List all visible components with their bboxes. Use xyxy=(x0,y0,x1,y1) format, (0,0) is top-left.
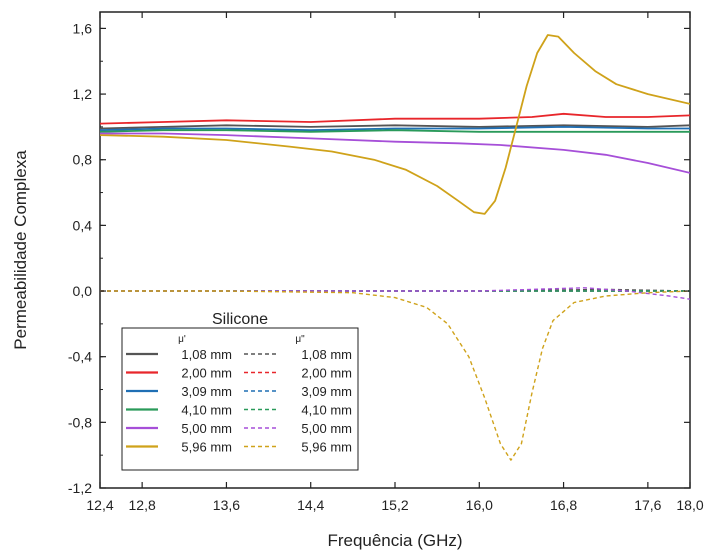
y-tick-label: -0,4 xyxy=(68,349,92,365)
series-layer xyxy=(100,34,690,461)
legend-entry-label: 5,96 mm xyxy=(181,440,232,455)
x-tick-label: 18,0 xyxy=(676,497,703,513)
legend-entry-label: 4,10 mm xyxy=(301,403,352,418)
series-real-4 xyxy=(100,129,690,133)
series-real-6 xyxy=(100,34,690,215)
legend-entry-label: 4,10 mm xyxy=(181,403,232,418)
legend-box xyxy=(121,327,359,471)
legend-entry-label: 5,00 mm xyxy=(181,421,232,436)
x-tick-label: 16,8 xyxy=(550,497,577,513)
x-tick-label: 14,4 xyxy=(297,497,324,513)
series-real-2 xyxy=(100,112,690,125)
x-axis-label: Frequência (GHz) xyxy=(327,531,462,550)
legend-entry-label: 3,09 mm xyxy=(181,384,232,399)
y-tick-label: -1,2 xyxy=(68,480,92,496)
x-tick-label: 13,6 xyxy=(213,497,240,513)
legend-col1-header: μ' xyxy=(178,334,186,345)
x-tick-label: 15,2 xyxy=(381,497,408,513)
series-imaginary-6 xyxy=(100,290,690,461)
legend-col2-header: μ" xyxy=(295,334,305,345)
x-tick-label: 12,8 xyxy=(129,497,156,513)
y-tick-label: -0,8 xyxy=(68,414,92,430)
y-tick-label: 0,8 xyxy=(73,152,93,168)
legend-entry-label: 5,00 mm xyxy=(301,421,352,436)
ticks-layer: 12,4 12,8 13,6 14,4 15,2 16,0 16,8 17,6 18,0 -1,2… xyxy=(68,12,704,513)
y-tick-label: 1,6 xyxy=(73,20,93,36)
y-tick-label: 0,0 xyxy=(73,283,93,299)
legend-entry-label: 2,00 mm xyxy=(181,366,232,381)
x-tick-label: 16,0 xyxy=(466,497,493,513)
legend: Silicone μ' μ" 1,08 mm 1,08 mm 2,00 mm 2,00… xyxy=(121,311,359,471)
x-tick-label: 17,6 xyxy=(634,497,661,513)
y-tick-label: 0,4 xyxy=(73,217,93,233)
legend-entry-label: 1,08 mm xyxy=(181,347,232,362)
legend-entry-label: 2,00 mm xyxy=(301,366,352,381)
legend-entry-label: 5,96 mm xyxy=(301,440,352,455)
x-tick-label: 12,4 xyxy=(86,497,113,513)
legend-entry-label: 1,08 mm xyxy=(301,347,352,362)
legend-entry-label: 3,09 mm xyxy=(301,384,352,399)
y-tick-label: 1,2 xyxy=(73,86,93,102)
series-real-5 xyxy=(100,132,690,174)
series-real-3 xyxy=(100,126,690,132)
series-real-1 xyxy=(100,124,690,130)
y-axis-label: Permeabilidade Complexa xyxy=(11,150,30,350)
legend-title: Silicone xyxy=(212,311,268,328)
